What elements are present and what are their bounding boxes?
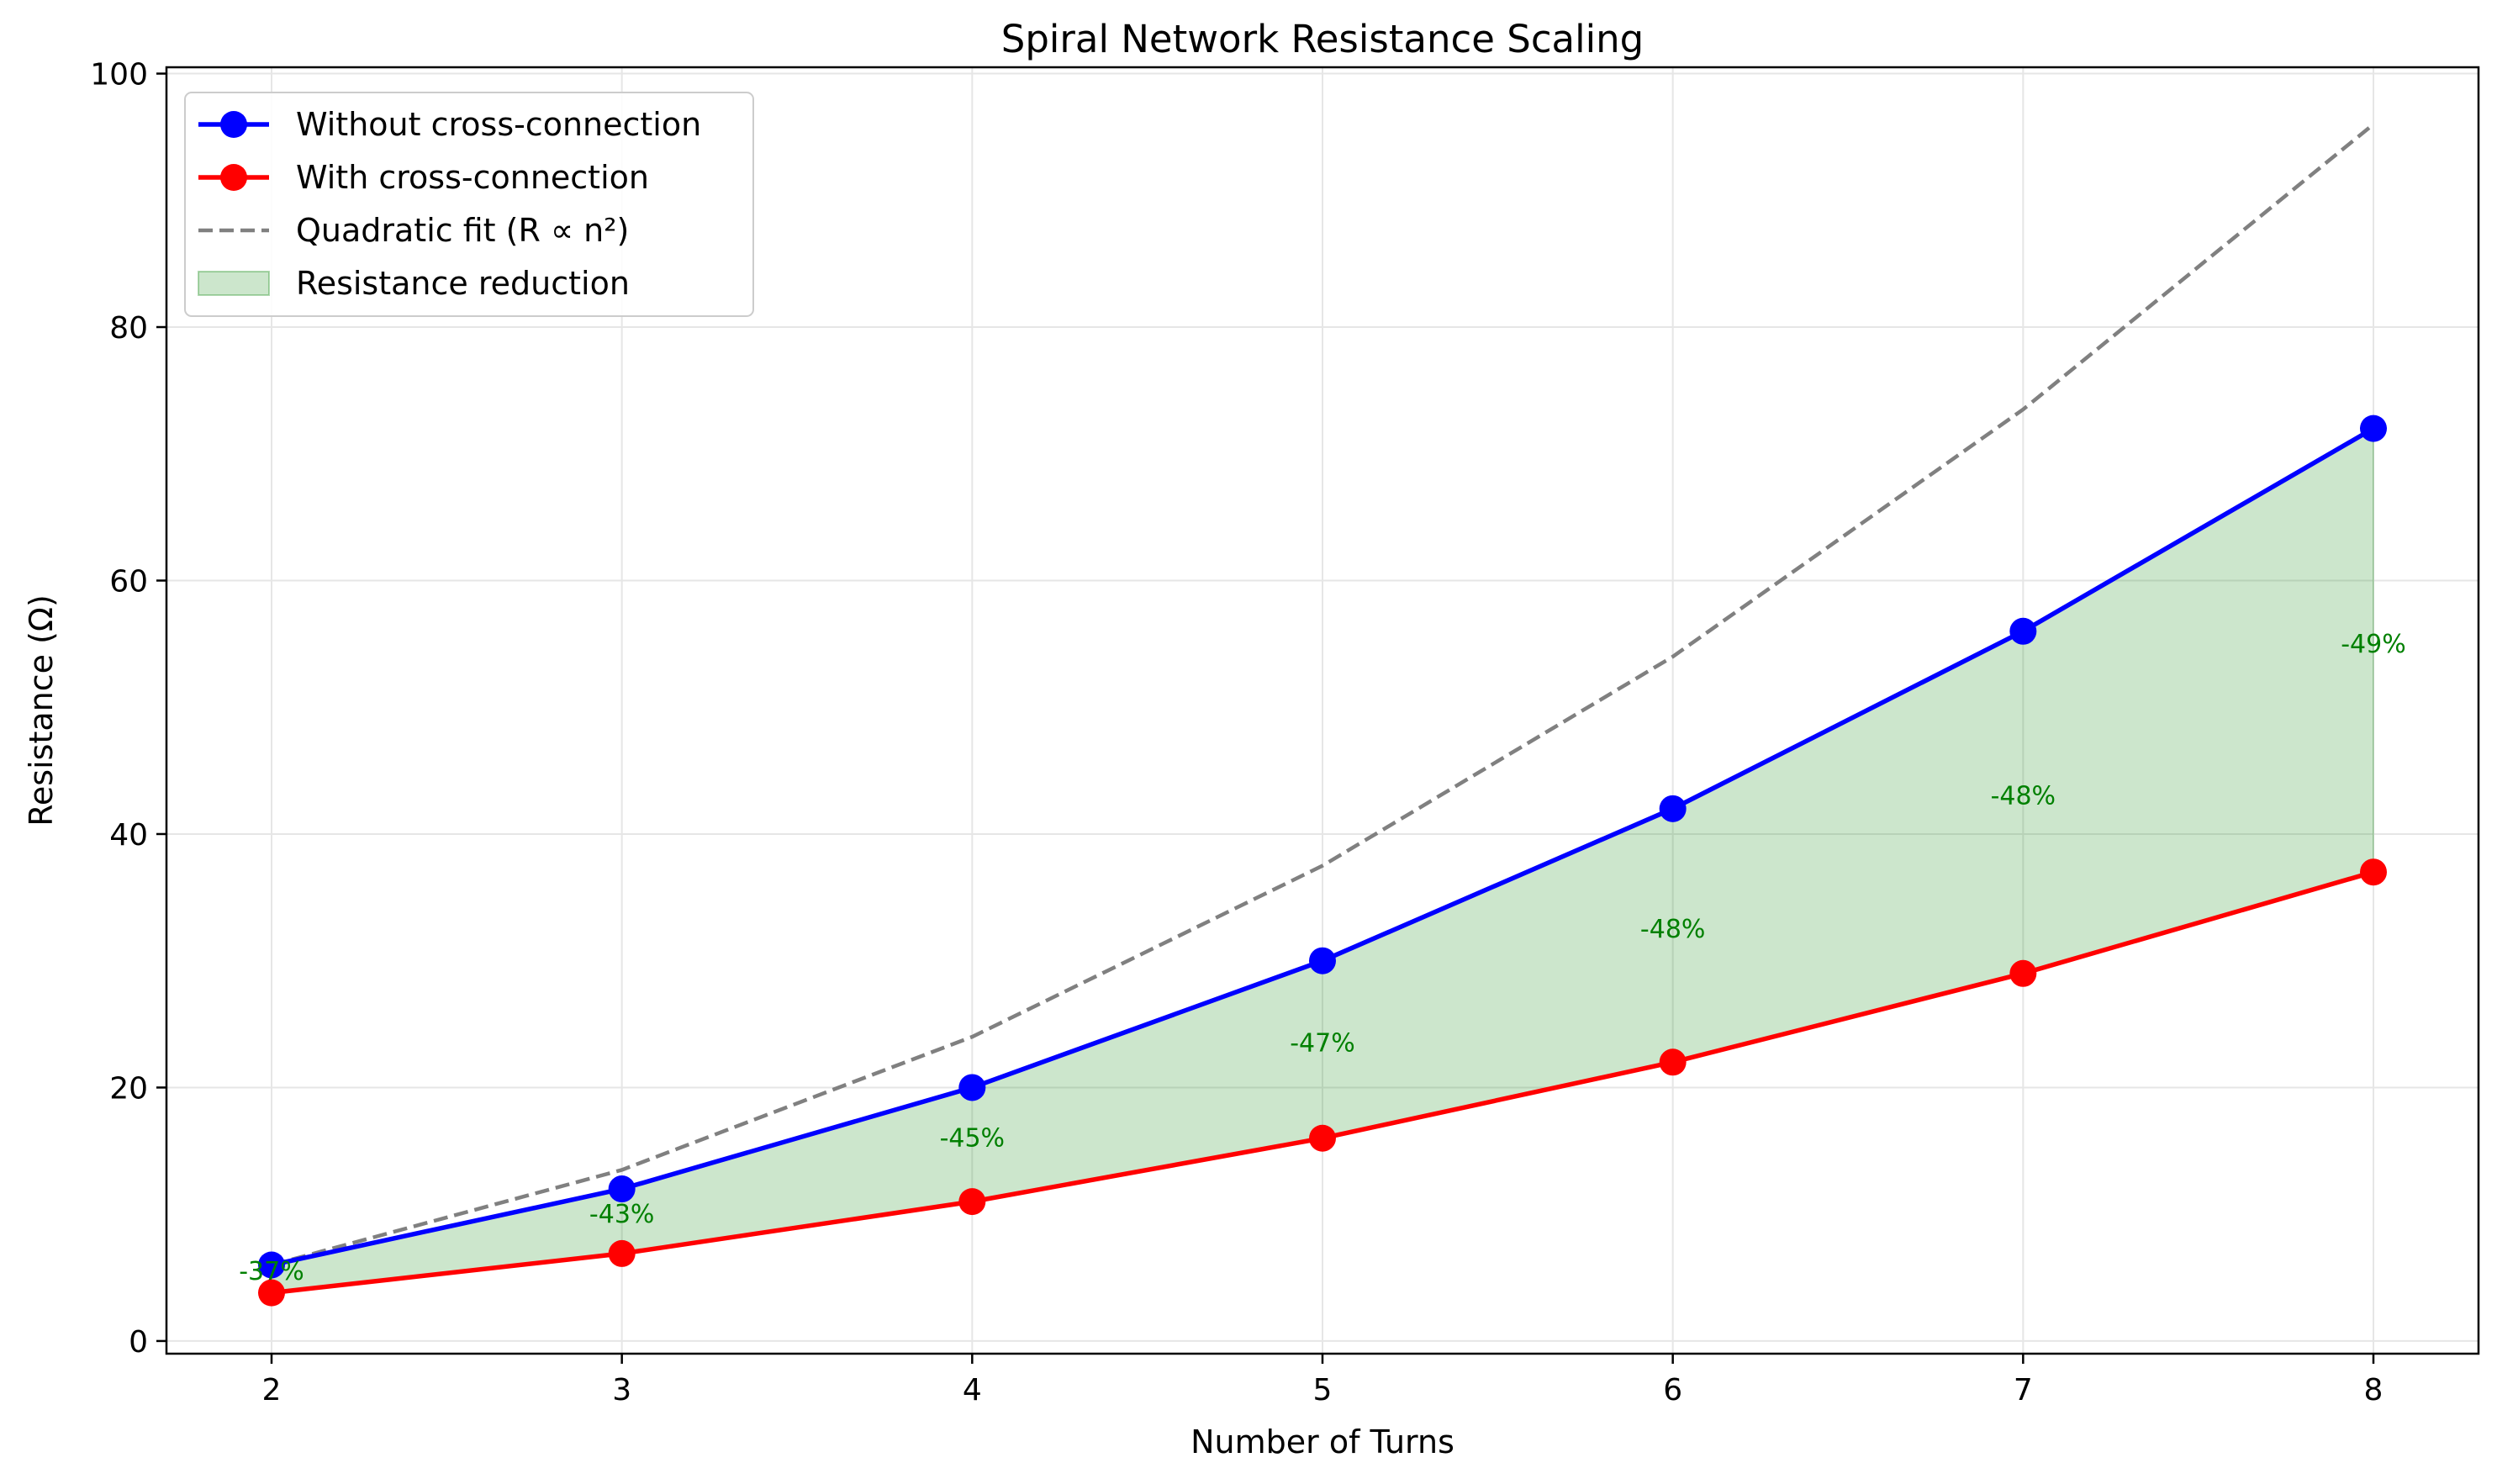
y-tick-label: 60 xyxy=(109,564,148,599)
y-tick-label: 80 xyxy=(109,311,148,346)
without-cross-connection-point xyxy=(2009,618,2036,645)
legend-without-cross-connection-label: Without cross-connection xyxy=(296,106,701,143)
reduction-annotation: -48% xyxy=(1640,915,1706,944)
without-cross-connection-point xyxy=(1660,795,1687,822)
x-tick-label: 3 xyxy=(612,1373,631,1407)
reduction-annotation: -37% xyxy=(239,1257,304,1286)
y-tick-label: 0 xyxy=(129,1325,148,1360)
reduction-annotation: -49% xyxy=(2341,630,2406,659)
chart-title: Spiral Network Resistance Scaling xyxy=(1001,17,1644,61)
x-tick-label: 4 xyxy=(963,1373,982,1407)
reduction-annotation: -43% xyxy=(589,1200,655,1229)
y-tick-label: 40 xyxy=(109,818,148,853)
with-cross-connection-point xyxy=(1660,1048,1687,1075)
without-cross-connection-point xyxy=(1309,948,1336,974)
reduction-annotation: -45% xyxy=(940,1124,1006,1154)
legend-resistance-reduction-swatch xyxy=(198,272,269,295)
x-tick-label: 2 xyxy=(262,1373,282,1407)
reduction-annotation: -48% xyxy=(1991,782,2056,811)
legend-with-cross-connection-marker xyxy=(220,164,247,191)
y-tick-label: 100 xyxy=(90,58,148,92)
x-tick-label: 6 xyxy=(1663,1373,1682,1407)
y-axis-label: Resistance (Ω) xyxy=(23,594,60,826)
x-tick-label: 8 xyxy=(2364,1373,2384,1407)
without-cross-connection-point xyxy=(2360,415,2387,442)
with-cross-connection-point xyxy=(1309,1125,1336,1152)
y-tick-label: 20 xyxy=(109,1071,148,1106)
legend-with-cross-connection-label: With cross-connection xyxy=(296,159,649,196)
x-axis-label: Number of Turns xyxy=(1190,1423,1454,1460)
with-cross-connection-point xyxy=(609,1240,636,1267)
reduction-annotation: -47% xyxy=(1290,1029,1355,1059)
without-cross-connection-point xyxy=(958,1074,985,1101)
x-tick-label: 7 xyxy=(2014,1373,2033,1407)
legend: Without cross-connection With cross-conne… xyxy=(185,92,753,316)
legend-without-cross-connection-marker xyxy=(220,111,247,138)
with-cross-connection-point xyxy=(958,1188,985,1215)
legend-quadratic-fit-label: Quadratic fit (R ∝ n²) xyxy=(296,212,629,249)
with-cross-connection-point xyxy=(2009,960,2036,987)
x-tick-label: 5 xyxy=(1313,1373,1333,1407)
with-cross-connection-point xyxy=(2360,858,2387,885)
without-cross-connection-point xyxy=(609,1175,636,1202)
legend-resistance-reduction-label: Resistance reduction xyxy=(296,265,630,302)
